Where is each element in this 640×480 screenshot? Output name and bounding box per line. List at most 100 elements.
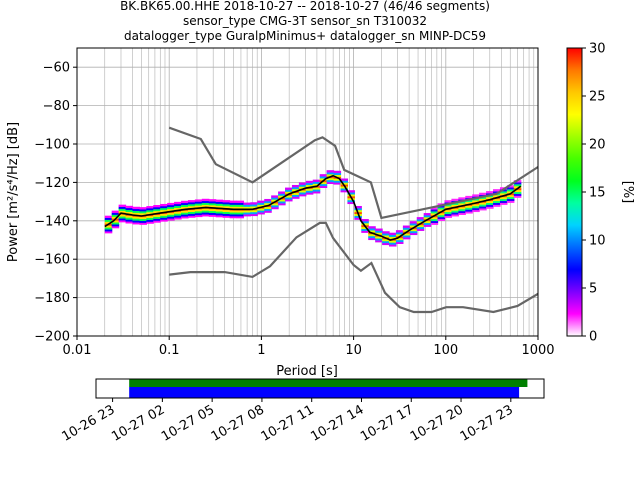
heatmap-cell (257, 212, 265, 215)
x-tick-label: 0.01 (63, 343, 92, 358)
y-axis-label: Power [m²/s⁴/Hz] [dB] (6, 122, 21, 262)
heatmap-cell (451, 214, 459, 217)
heatmap-cell (430, 218, 439, 222)
heatmap-cell (229, 202, 238, 205)
heatmap-cell (312, 181, 321, 184)
heatmap-cell (354, 209, 362, 213)
heatmap-cell (368, 237, 376, 241)
heatmap-cell (472, 209, 480, 213)
heatmap-cell (174, 213, 182, 216)
heatmap-cell (395, 241, 404, 244)
heatmap-cell (375, 228, 383, 231)
heatmap-cell (187, 209, 196, 212)
heatmap-cell (187, 205, 196, 209)
heatmap-cell (423, 222, 432, 225)
new-low-noise-model-curve (169, 221, 538, 314)
heatmap-cell (167, 212, 175, 215)
heatmap-cell (167, 204, 175, 208)
heatmap-cell (305, 192, 314, 195)
heatmap-cell (174, 205, 182, 209)
heatmap-cell (257, 208, 265, 211)
heatmap-cell (389, 232, 397, 236)
heatmap-cell (215, 199, 224, 202)
heatmap-cell (125, 219, 134, 222)
heatmap-cell (486, 204, 494, 207)
heatmap-cell (340, 182, 349, 185)
heatmap-cell (326, 179, 335, 183)
colorbar-tick-label: 10 (589, 234, 606, 249)
heatmap-cell (271, 206, 279, 210)
heatmap-cell (382, 238, 390, 242)
heatmap-cell (201, 214, 210, 217)
heatmap-cell (361, 219, 369, 222)
heatmap-cell (181, 200, 189, 204)
heatmap-cell (264, 198, 272, 202)
heatmap-cell (257, 210, 265, 213)
heatmap-cell (222, 205, 231, 209)
heatmap-cell (354, 205, 362, 209)
heatmap-cell (486, 191, 494, 194)
heatmap-cell (319, 174, 328, 177)
heatmap-cell (201, 212, 210, 215)
heatmap-cell (291, 188, 300, 192)
heatmap-cell (416, 224, 425, 228)
heatmap-cell (236, 206, 245, 209)
heatmap-cell (326, 172, 335, 175)
heatmap-cell (104, 227, 113, 230)
heatmap-cell (354, 217, 362, 220)
heatmap-cell (506, 189, 515, 192)
heatmap-cell (215, 211, 224, 214)
heatmap-cell (167, 208, 175, 211)
heatmap-cell (118, 206, 127, 209)
heatmap-cell (458, 206, 466, 210)
heatmap-cell (181, 212, 189, 215)
heatmap-cell (285, 187, 293, 190)
heatmap-cell (250, 204, 258, 207)
heatmap-cell (222, 215, 231, 218)
x-tick-label: 0.1 (159, 343, 180, 358)
heatmap-cell (243, 206, 251, 209)
availability-tick-label: 10-27 23 (458, 402, 516, 444)
heatmap-cell (250, 213, 258, 217)
heatmap-cell (340, 180, 349, 183)
heatmap-cell (236, 210, 245, 213)
heatmap-cell (368, 233, 376, 237)
mode-curve (104, 174, 522, 241)
heatmap-cell (409, 230, 418, 234)
heatmap-cell (375, 240, 383, 243)
heatmap-cell (139, 209, 147, 212)
y-tick-label: −140 (34, 214, 70, 229)
heatmap-cell (465, 205, 473, 208)
heatmap-cell (416, 220, 425, 224)
heatmap-cell (104, 231, 113, 234)
heatmap-cell (472, 200, 480, 203)
heatmap-cell (506, 198, 515, 201)
heatmap-cell (382, 240, 390, 244)
heatmap-cell (174, 203, 182, 207)
heatmap-cell (347, 192, 355, 195)
heatmap-cell (354, 215, 362, 218)
heatmap-cell (312, 183, 321, 186)
heatmap-cell (305, 190, 314, 193)
heatmap-cell (285, 197, 293, 200)
heatmap-cell (361, 230, 369, 233)
heatmap-cell (305, 184, 314, 187)
heatmap-cell (229, 204, 238, 207)
y-axis: −200 −180 −160 −140 −120 −100 −80 −60 (34, 61, 77, 345)
heatmap-cell (174, 207, 182, 210)
heatmap-cell (271, 204, 279, 208)
heatmap-cell (479, 206, 487, 209)
heatmap-cell (326, 174, 335, 177)
heatmap-cell (160, 205, 168, 209)
heatmap-cell (111, 212, 120, 215)
heatmap-cell (201, 200, 210, 204)
heatmap-cell (395, 233, 404, 237)
availability-tick-label: 10-26 23 (59, 402, 117, 444)
heatmap-cell (402, 229, 411, 232)
heatmap-cell (382, 235, 390, 238)
heatmap-cell (513, 183, 522, 187)
heatmap-cell (215, 203, 224, 206)
heatmap-cell (181, 202, 189, 206)
heatmap-cell (132, 210, 141, 213)
heatmap-cell (236, 204, 245, 207)
